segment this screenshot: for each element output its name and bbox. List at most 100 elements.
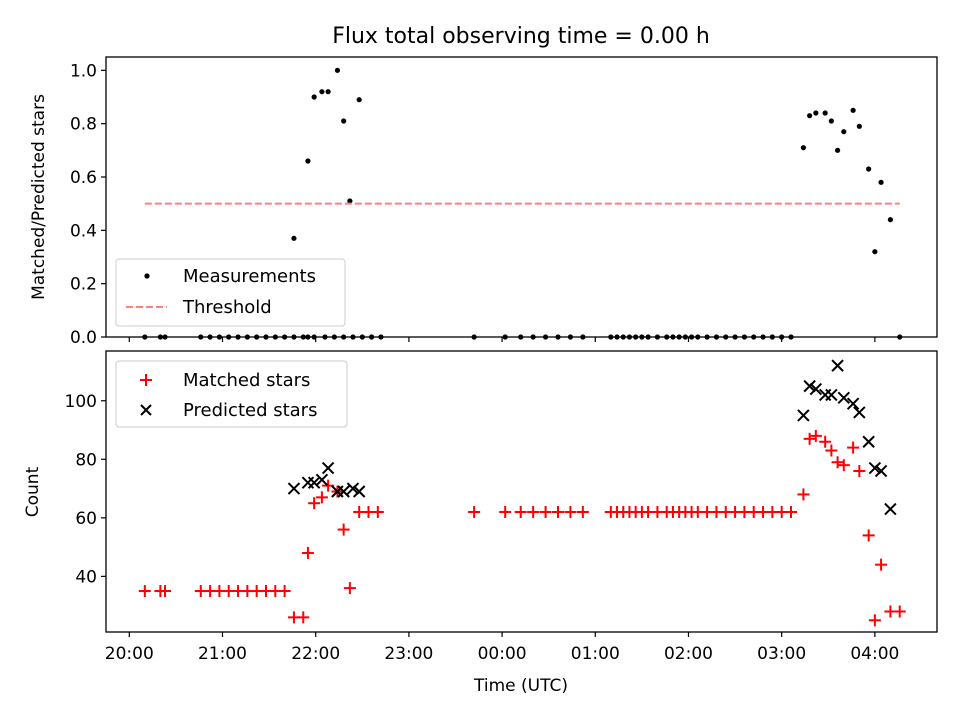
top-y-axis-label: Matched/Predicted stars [29,94,49,300]
predicted-stars-point [853,406,866,419]
matched-stars-point [322,479,335,492]
matched-stars-point [831,456,844,469]
top-panel-axes: 0.0 0.2 0.4 0.6 0.8 1.0 [70,61,876,348]
y-tick-label: 60 [75,509,97,529]
y-tick-label: 0.2 [70,275,97,295]
matched-stars-point [576,505,589,518]
measurement-point [334,67,341,73]
y-tick-label: 0.4 [70,221,97,241]
x-tick-label: 04:00 [850,644,899,664]
matched-stars-point [301,546,314,559]
matched-stars-point [552,505,565,518]
measurement-point [319,89,325,95]
measurement-point [878,179,884,185]
measurement-point [866,166,872,172]
bottom-y-axis-label: Count [23,466,43,517]
predicted-stars-point [346,482,360,495]
predicted-stars-point [884,502,897,516]
predicted-stars-point [831,359,844,372]
matched-stars-point [893,605,906,618]
measurement-point [856,123,862,129]
predicted-stars-point [307,476,321,489]
matched-stars-point [514,505,527,518]
predicted-stars-point [818,388,832,402]
x-tick-label: 01:00 [571,644,620,664]
matched-stars-point [809,429,822,442]
bottom-legend-box [115,360,348,428]
matched-stars-point [499,505,512,518]
y-tick-label: 0.8 [70,115,97,135]
matched-stars-point [371,505,384,518]
matched-stars-point [337,523,350,536]
measurement-point [347,198,353,204]
predicted-stars-point [803,379,816,393]
matched-stars-point [278,585,291,598]
matched-stars-point [825,444,838,457]
predicted-stars-point [321,461,335,475]
top-legend: Measurements Threshold [115,258,346,327]
top-panel-marks [142,67,903,340]
legend-matched-label: Matched stars [183,370,310,391]
matched-stars-point [527,505,540,518]
top-legend-box [115,258,346,327]
measurement-point [807,113,813,119]
predicted-stars-point [868,461,882,475]
matched-stars-point [564,505,577,518]
bottom-legend: Matched stars Predicted stars [115,360,348,428]
measurement-point [341,118,347,124]
top-plot-frame [105,56,938,338]
legend-predicted-label: Predicted stars [183,400,317,421]
matched-stars-point [539,505,552,518]
legend-measurements-label: Measurements [183,266,316,287]
matched-stars-point [315,491,328,504]
predicted-stars-point [315,473,329,486]
predicted-stars-point [846,397,860,410]
measurement-point [887,217,894,223]
y-tick-label: 1.0 [70,61,97,81]
legend-threshold-label: Threshold [182,297,272,318]
matched-stars-point [468,505,481,518]
measurement-point [311,94,317,100]
predicted-stars-point [287,482,301,495]
y-tick-label: 0.0 [70,328,97,348]
x-tick-label: 21:00 [198,644,247,664]
matched-stars-point [138,585,151,598]
y-tick-label: 40 [75,567,97,587]
measurement-point [850,107,856,113]
measurement-point [305,158,311,164]
matched-stars-point [875,558,888,571]
predicted-stars-point [797,409,810,422]
x-tick-label: 20:00 [105,644,154,664]
legend-matched-marker [140,374,152,386]
matched-stars-point [819,435,832,448]
bottom-plot-frame [105,350,938,633]
matched-stars-point [297,611,310,624]
measurement-point [813,110,819,116]
matched-stars-point [847,441,860,454]
legend-predicted-marker [140,404,152,416]
measurement-point [291,235,297,241]
matched-stars-point [784,505,797,518]
matched-stars-point [159,585,172,598]
matched-stars-point [862,529,875,542]
y-tick-label: 0.6 [70,168,97,188]
bottom-panel-axes: 40 60 80 100 20:00 21:00 22:00 23:00 00:00 01:00 0… [65,392,900,664]
x-tick-label: 22:00 [291,644,340,664]
matched-stars-point [308,497,321,510]
measurement-point [822,110,828,116]
bottom-panel-marks [138,359,906,627]
measurement-point [325,89,331,95]
predicted-stars-point [874,464,888,478]
x-tick-label: 03:00 [757,644,806,664]
matched-stars-point [803,432,816,445]
predicted-stars-point [352,485,366,498]
predicted-stars-point [337,485,350,498]
measurement-point [800,145,807,151]
x-tick-label: 00:00 [478,644,527,664]
predicted-stars-point [862,435,875,448]
predicted-stars-point [825,388,838,402]
matched-stars-point [868,614,881,627]
y-tick-label: 80 [75,450,97,470]
matched-stars-point [837,459,850,472]
